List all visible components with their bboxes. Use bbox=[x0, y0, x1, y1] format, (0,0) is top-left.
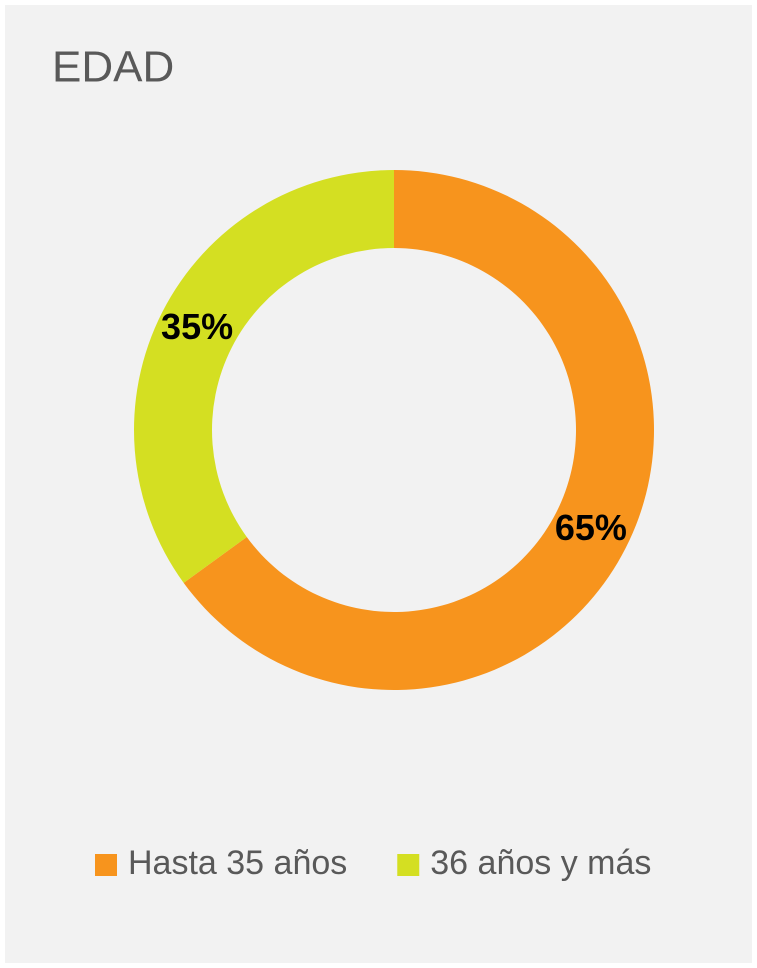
data-label: 35% bbox=[161, 306, 233, 347]
legend-swatch bbox=[397, 854, 420, 876]
data-label: 65% bbox=[555, 507, 627, 548]
donut-slice bbox=[134, 170, 394, 583]
legend-label: 36 años y más bbox=[430, 844, 651, 882]
legend-swatch bbox=[95, 854, 117, 876]
legend-label: Hasta 35 años bbox=[128, 844, 347, 882]
chart-title: EDAD bbox=[52, 43, 174, 92]
donut-slice bbox=[183, 170, 654, 691]
